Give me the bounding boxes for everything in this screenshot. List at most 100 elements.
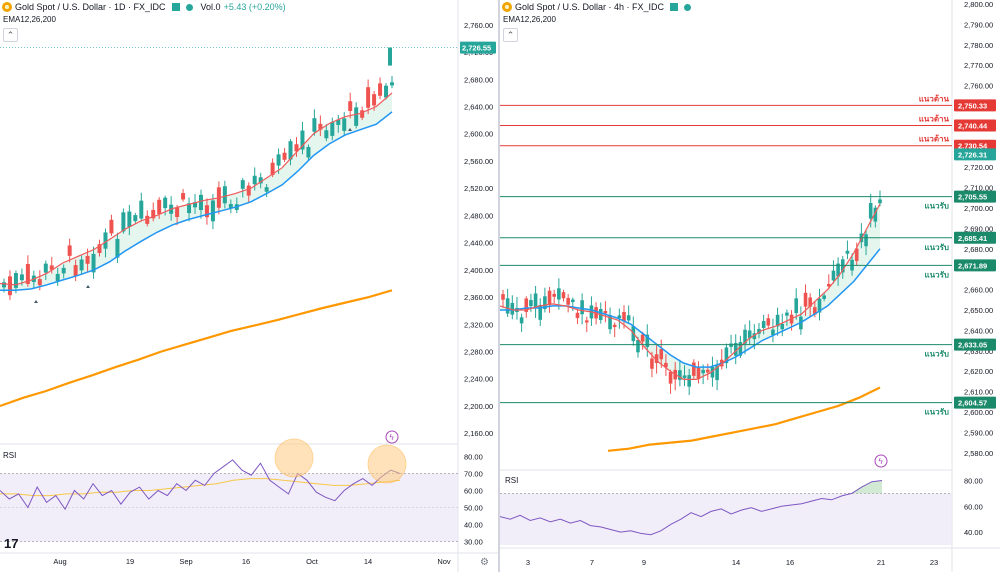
right-ema-legend[interactable]: EMA12,26,200	[503, 15, 556, 24]
right-candle-body	[710, 366, 715, 378]
left-symbol-title[interactable]: Gold Spot / U.S. Dollar · 1D · FX_IDC	[15, 2, 166, 12]
right-candle-body	[701, 369, 705, 374]
left-price-tick-label: 2,400.00	[464, 266, 493, 275]
right-candle-body	[803, 292, 808, 307]
right-price-tick-label: 2,780.00	[964, 41, 993, 50]
right-candle-body	[878, 199, 882, 204]
right-level-label: แนวรับ	[925, 270, 950, 279]
right-alert-icon[interactable]	[874, 454, 888, 468]
left-candle-body	[181, 193, 186, 200]
left-time-tick-label: 16	[242, 557, 250, 566]
left-candle-body	[85, 255, 90, 264]
left-price-tick-label: 2,200.00	[464, 402, 493, 411]
right-candle-body	[603, 310, 608, 314]
right-candle-body	[845, 250, 850, 254]
right-price-tick-label: 2,630.00	[964, 347, 993, 356]
left-candle-body	[19, 274, 24, 281]
left-candle-body	[198, 194, 203, 211]
right-candle-body	[808, 297, 812, 307]
right-candle-body	[659, 349, 664, 360]
left-candle-body	[324, 130, 329, 139]
right-time-tick-label: 16	[786, 558, 794, 567]
right-price-tick-label: 2,700.00	[964, 204, 993, 213]
left-current-price-label: 2,726.55	[462, 44, 491, 53]
gold-coin-icon	[2, 2, 12, 12]
right-candle-body	[738, 342, 743, 356]
left-candle-body	[300, 130, 305, 150]
left-collapse-legend-button[interactable]: ⌃	[3, 28, 18, 42]
pane-divider[interactable]	[498, 0, 500, 572]
right-candle-body	[533, 293, 538, 309]
right-level-price: 2,685.41	[958, 234, 987, 243]
flag-icon	[670, 3, 679, 11]
left-candle-body	[103, 232, 108, 249]
right-collapse-legend-button[interactable]: ⌃	[503, 28, 518, 42]
left-candle-body	[240, 180, 245, 189]
left-candle-body	[330, 121, 335, 136]
left-price-tick-label: 2,480.00	[464, 211, 493, 220]
left-candle-body	[366, 87, 371, 108]
right-candle-body	[682, 375, 687, 379]
left-ema-legend[interactable]: EMA12,26,200	[3, 15, 56, 24]
right-candle-body	[650, 358, 654, 369]
left-price-tick-label: 2,560.00	[464, 157, 493, 166]
right-price-tick-label: 2,600.00	[964, 408, 993, 417]
left-price-tick-label: 2,520.00	[464, 184, 493, 193]
left-price-tick-label: 2,320.00	[464, 320, 493, 329]
left-rsi-highlight-2	[367, 444, 407, 484]
right-level-label: แนวรับ	[925, 350, 950, 359]
right-candle-body	[547, 290, 552, 305]
left-rsi-ma-line	[0, 478, 401, 497]
left-alert-icon[interactable]	[385, 430, 399, 444]
left-price-tick-label: 2,600.00	[464, 130, 493, 139]
left-price-tick-label: 2,640.00	[464, 102, 493, 111]
right-price-tick-label: 2,720.00	[964, 163, 993, 172]
tradingview-logo-icon[interactable]: 17	[4, 536, 19, 551]
right-price-tick-label: 2,660.00	[964, 286, 993, 295]
gold-coin-icon	[502, 2, 512, 12]
left-alert-glyph: ϟ	[390, 433, 395, 442]
right-candle-body	[692, 362, 696, 376]
left-rsi-highlight-1	[274, 438, 314, 478]
left-ema26-line	[0, 111, 393, 292]
right-candle-body	[617, 315, 622, 319]
right-candle-body	[836, 263, 840, 277]
right-candle-body	[626, 315, 631, 321]
left-time-tick-label: Oct	[306, 557, 319, 566]
left-candle-body	[270, 162, 275, 175]
right-rsi-legend[interactable]: RSI	[505, 476, 519, 485]
left-last-candle	[388, 47, 392, 66]
left-chart-pane[interactable]: 2,760.002,720.002,680.002,640.002,600.00…	[0, 0, 498, 572]
left-signal-marker	[86, 285, 90, 288]
right-candle-body	[831, 270, 836, 281]
left-candle-body	[348, 101, 353, 112]
right-rsi-line	[500, 480, 883, 536]
four-hour-chart-canvas[interactable]: 2,800.00 2,790.00 2,780.00 2,770.00 2,760.00…	[500, 0, 1000, 572]
right-symbol-title[interactable]: Gold Spot / U.S. Dollar · 4h · FX_IDC	[515, 2, 665, 12]
right-candle-body	[696, 367, 701, 380]
right-candle-body	[580, 300, 584, 315]
right-chart-pane[interactable]: 2,800.00 2,790.00 2,780.00 2,770.00 2,760.00…	[500, 0, 1000, 572]
right-candle-body	[687, 375, 691, 387]
left-price-tick-label: 2,280.00	[464, 348, 493, 357]
right-candle-body	[868, 202, 873, 219]
daily-chart-canvas[interactable]: 2,760.002,720.002,680.002,640.002,600.00…	[0, 0, 498, 572]
right-candle-body	[501, 294, 505, 300]
left-candle-body	[43, 263, 48, 273]
left-rsi-legend[interactable]: RSI	[3, 451, 17, 460]
left-rsi-line	[0, 459, 401, 511]
right-rsi-overbought-fill	[851, 480, 882, 494]
left-time-tick-label: Aug	[53, 557, 66, 566]
left-candle-body	[55, 273, 60, 282]
right-candle-body	[524, 298, 529, 312]
left-candle-body	[336, 119, 341, 125]
left-chart-header: Gold Spot / U.S. Dollar · 1D · FX_IDC Vo…	[0, 0, 286, 14]
left-candle-body	[204, 205, 209, 218]
right-candle-body	[757, 328, 761, 334]
right-candle-body	[743, 329, 747, 344]
left-candle-body	[360, 110, 365, 118]
right-candle-body	[705, 369, 710, 373]
right-candle-body	[645, 334, 650, 347]
left-rsi-tick-label: 30.00	[464, 538, 483, 547]
left-candle-body	[312, 118, 317, 132]
